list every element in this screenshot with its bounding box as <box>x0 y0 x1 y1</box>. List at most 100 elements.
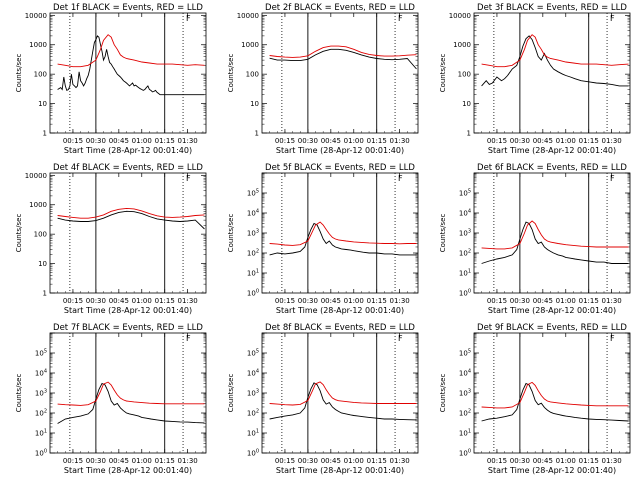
series-line-events <box>269 382 417 421</box>
y-tick-label: 100 <box>459 449 471 458</box>
y-tick-label: 101 <box>247 429 259 438</box>
chart-title: Det 1f BLACK = Events, RED = LLD <box>53 3 203 13</box>
chart-title: Det 3f BLACK = Events, RED = LLD <box>477 3 627 13</box>
x-tick-label: 01:00 <box>132 137 152 145</box>
y-tick-label: 105 <box>247 189 259 198</box>
x-tick-label: 00:15 <box>487 297 507 305</box>
y-tick-label: 105 <box>35 349 47 358</box>
y-axis-label: Counts/sec <box>227 214 235 253</box>
x-tick-label: 01:30 <box>602 297 622 305</box>
x-tick-label: 01:30 <box>178 297 198 305</box>
y-tick-label: 1000 <box>29 41 47 49</box>
y-tick-label: 1 <box>467 130 471 138</box>
y-axis-label: Counts/sec <box>15 214 23 253</box>
chart-title: Det 8f BLACK = Events, RED = LLD <box>265 323 415 333</box>
x-tick-label: 01:15 <box>579 137 599 145</box>
series-line-events <box>269 222 417 256</box>
x-tick-label: 00:30 <box>510 457 530 465</box>
x-tick-label: 01:15 <box>367 457 387 465</box>
x-tick-label: 01:15 <box>367 297 387 305</box>
x-tick-label: 00:15 <box>275 297 295 305</box>
x-tick-label: 01:30 <box>602 457 622 465</box>
x-tick-label: 01:30 <box>178 457 198 465</box>
x-tick-label: 00:15 <box>275 137 295 145</box>
x-tick-label: 00:30 <box>298 137 318 145</box>
x-tick-label: 00:15 <box>275 457 295 465</box>
series-line-events <box>481 382 629 422</box>
x-tick-label: 00:30 <box>86 457 106 465</box>
legend-marker: F <box>610 14 615 23</box>
chart-title: Det 5f BLACK = Events, RED = LLD <box>265 163 415 173</box>
x-axis-label: Start Time (28-Apr-12 00:01:40) <box>276 466 404 475</box>
y-tick-label: 100 <box>247 289 259 298</box>
y-tick-label: 103 <box>459 229 471 238</box>
x-tick-label: 01:30 <box>602 137 622 145</box>
x-axis-label: Start Time (28-Apr-12 00:01:40) <box>488 466 616 475</box>
x-tick-label: 00:45 <box>533 297 553 305</box>
x-tick-label: 00:45 <box>109 457 129 465</box>
y-tick-label: 102 <box>459 409 471 418</box>
x-tick-label: 01:15 <box>155 457 175 465</box>
x-tick-label: 00:45 <box>321 297 341 305</box>
y-tick-label: 101 <box>459 269 471 278</box>
x-tick-label: 01:30 <box>390 297 410 305</box>
x-axis-label: Start Time (28-Apr-12 00:01:40) <box>64 146 192 155</box>
legend-marker: F <box>398 174 403 183</box>
x-tick-label: 00:30 <box>510 137 530 145</box>
series-line-lld <box>481 220 629 250</box>
x-axis-label: Start Time (28-Apr-12 00:01:40) <box>488 146 616 155</box>
series-line-events <box>481 221 629 264</box>
axes-frame <box>473 12 631 134</box>
x-axis-label: Start Time (28-Apr-12 00:01:40) <box>64 306 192 315</box>
x-tick-label: 00:15 <box>63 457 83 465</box>
x-tick-label: 00:45 <box>109 297 129 305</box>
y-tick-label: 10000 <box>25 12 47 20</box>
legend-marker: F <box>398 334 403 343</box>
legend-marker: F <box>186 174 191 183</box>
y-tick-label: 104 <box>459 369 471 378</box>
axes-frame <box>49 332 207 454</box>
y-tick-label: 103 <box>247 229 259 238</box>
axes-frame <box>261 172 419 294</box>
series-line-lld <box>269 221 417 246</box>
legend-marker: F <box>610 334 615 343</box>
y-axis-label: Counts/sec <box>227 54 235 93</box>
y-tick-label: 100 <box>247 449 259 458</box>
x-tick-label: 01:15 <box>155 297 175 305</box>
x-tick-label: 01:00 <box>556 457 576 465</box>
y-tick-label: 103 <box>459 389 471 398</box>
chart-title: Det 4f BLACK = Events, RED = LLD <box>53 163 203 173</box>
x-tick-label: 00:30 <box>510 297 530 305</box>
x-tick-label: 01:30 <box>178 137 198 145</box>
series-line-lld <box>481 34 629 68</box>
y-tick-label: 104 <box>247 369 259 378</box>
x-axis-label: Start Time (28-Apr-12 00:01:40) <box>276 146 404 155</box>
legend-marker: F <box>610 174 615 183</box>
y-tick-label: 105 <box>247 349 259 358</box>
axes-frame <box>49 12 207 134</box>
x-tick-label: 00:15 <box>63 137 83 145</box>
axes-frame <box>261 12 419 134</box>
series-line-events <box>57 382 205 424</box>
y-tick-label: 101 <box>459 429 471 438</box>
y-tick-label: 1000 <box>29 201 47 209</box>
x-tick-label: 01:00 <box>344 457 364 465</box>
x-tick-label: 00:45 <box>109 137 129 145</box>
y-tick-label: 100 <box>35 449 47 458</box>
x-tick-label: 01:15 <box>155 137 175 145</box>
legend-marker: F <box>186 334 191 343</box>
y-axis-label: Counts/sec <box>439 54 447 93</box>
y-tick-label: 105 <box>459 349 471 358</box>
axes-frame <box>473 172 631 294</box>
series-line-lld <box>57 34 205 68</box>
y-tick-label: 102 <box>247 249 259 258</box>
y-tick-label: 1 <box>255 130 259 138</box>
y-tick-label: 1000 <box>453 41 471 49</box>
x-axis-label: Start Time (28-Apr-12 00:01:40) <box>488 306 616 315</box>
